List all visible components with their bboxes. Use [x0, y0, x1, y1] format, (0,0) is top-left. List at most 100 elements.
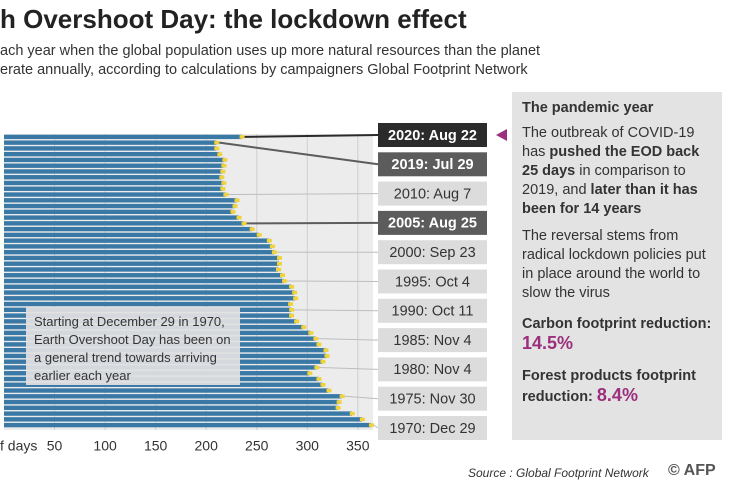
x-axis-label: f days: [0, 438, 37, 454]
bar: [4, 180, 224, 186]
title: h Overshoot Day: the lockdown effect: [0, 4, 467, 34]
bar: [4, 221, 244, 226]
text-run: later than it has been for 14 years: [522, 182, 698, 217]
bar-end-marker: [301, 325, 307, 329]
callout-label: 2020: Aug 22: [388, 128, 477, 144]
bar: [4, 422, 371, 428]
connector: [228, 193, 379, 196]
bar-end-marker: [230, 210, 236, 214]
bar-end-marker: [294, 319, 300, 324]
bar-end-marker: [220, 169, 226, 174]
callout-label: 1990: Oct 11: [392, 304, 474, 320]
bar-end-marker: [282, 279, 288, 283]
bar-end-marker: [320, 359, 326, 364]
bar-end-marker: [314, 365, 320, 370]
stat: Carbon footprint reduction: 14.5%: [522, 315, 712, 355]
bar-end-marker: [214, 140, 220, 145]
bar-end-marker: [293, 296, 299, 301]
callout-label: 1970: Dec 29: [389, 421, 475, 437]
bar: [4, 278, 285, 284]
bar-end-marker: [271, 250, 277, 254]
bar: [4, 175, 222, 180]
paragraph: The outbreak of COVID-19 has pushed the …: [522, 124, 712, 219]
callout-label: 1975: Nov 30: [389, 392, 475, 408]
bar: [4, 417, 362, 422]
callout-label: 2005: Aug 25: [388, 216, 477, 232]
bar-end-marker: [289, 308, 295, 312]
x-tick-label: 250: [245, 438, 269, 454]
bar-end-marker: [276, 261, 282, 266]
bar-end-marker: [223, 192, 229, 197]
bar: [4, 267, 278, 272]
panel-heading: The pandemic year: [522, 100, 654, 116]
bar-end-marker: [289, 313, 295, 318]
bar: [4, 232, 259, 238]
callout-label: 1985: Nov 4: [393, 333, 471, 349]
bar: [4, 394, 342, 399]
bar: [4, 255, 279, 261]
bar-end-marker: [339, 394, 345, 399]
connector: [294, 309, 379, 312]
bar-end-marker: [221, 163, 227, 168]
callout-label: 1980: Nov 4: [393, 362, 471, 378]
bar-end-marker: [269, 244, 275, 249]
bar-end-marker: [220, 186, 226, 191]
stats: Carbon footprint reduction: 14.5% Forest …: [522, 315, 712, 407]
bar-end-marker: [316, 342, 322, 347]
bar-end-marker: [316, 377, 322, 381]
bar: [4, 296, 296, 301]
bar-end-marker: [307, 371, 313, 376]
callout-box: [378, 357, 487, 382]
callout-box: [378, 152, 487, 177]
bar: [4, 163, 224, 168]
bar-end-marker: [359, 417, 365, 422]
info-panel: The pandemic year The outbreak of COVID-…: [512, 92, 722, 440]
annotation: Starting at December 29 in 1970, Earth O…: [26, 307, 240, 385]
bar: [4, 405, 338, 411]
x-tick-label: 100: [93, 438, 117, 454]
pointer: [496, 129, 507, 141]
bar: [4, 151, 220, 157]
bar-end-marker: [320, 382, 326, 387]
subtitle: ach year when the global population uses…: [0, 43, 541, 59]
connector: [319, 366, 379, 370]
subtitle: erate annually, according to calculation…: [0, 62, 528, 78]
bar-end-marker: [236, 215, 242, 220]
connector: [373, 424, 379, 429]
bar: [4, 290, 295, 295]
bar: [4, 209, 233, 215]
bar-end-marker: [323, 348, 329, 352]
x-tick-label: 300: [296, 438, 320, 454]
bar-end-marker: [289, 284, 295, 289]
bar-end-marker: [239, 135, 245, 139]
callout-box: [378, 123, 487, 147]
bar-end-marker: [222, 158, 228, 162]
bar: [4, 301, 291, 307]
bar: [4, 226, 252, 232]
bar-end-marker: [275, 267, 281, 272]
x-tick-label: 50: [47, 438, 63, 454]
bar-end-marker: [241, 221, 247, 226]
bar: [4, 186, 223, 191]
bar-end-marker: [219, 175, 225, 180]
bar: [4, 284, 292, 289]
bar: [4, 411, 352, 416]
bar: [4, 388, 329, 393]
x-tick-label: 350: [346, 438, 370, 454]
bar-end-marker: [335, 406, 341, 410]
paragraph: The reversal stems from radical lockdown…: [522, 228, 706, 301]
stat-value: 8.4%: [596, 385, 638, 405]
bar-end-marker: [313, 336, 319, 341]
bar: [4, 198, 237, 203]
callout-box: [378, 210, 487, 235]
bar: [4, 399, 339, 405]
connector: [318, 338, 379, 341]
stat-label: Forest products footprint reduction:: [522, 368, 696, 405]
callout-box: [378, 416, 487, 440]
bar-end-marker: [308, 331, 314, 335]
bar: [4, 134, 242, 140]
callout-label: 1995: Oct 4: [395, 274, 470, 290]
callout-box: [378, 386, 487, 411]
bar-end-marker: [368, 423, 374, 427]
